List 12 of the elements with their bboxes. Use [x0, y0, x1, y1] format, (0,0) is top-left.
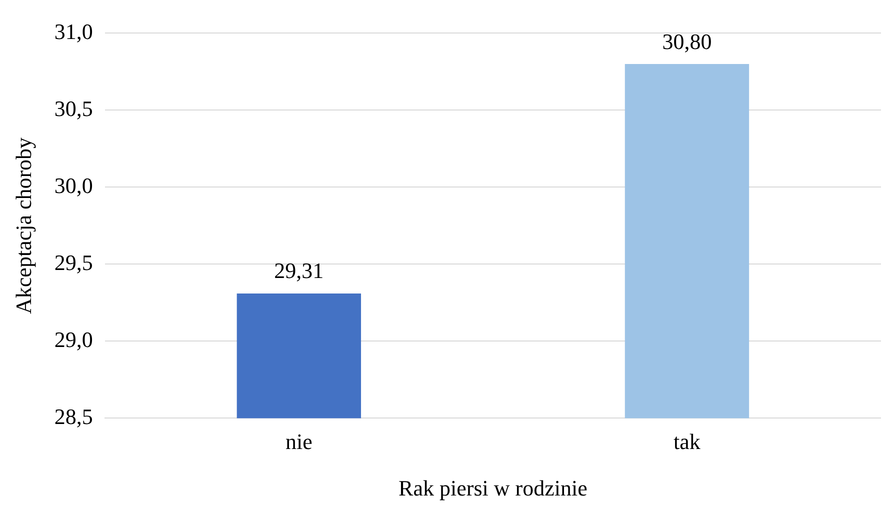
x-tick-label: tak [674, 429, 700, 454]
y-tick-label: 29,5 [54, 250, 93, 275]
y-axis-title: Akceptacja choroby [10, 137, 36, 314]
y-tick-label: 30,5 [54, 96, 93, 121]
y-tick-label: 30,0 [54, 172, 93, 198]
y-tick-label: 28,5 [54, 404, 93, 429]
data-label: 29,31 [274, 258, 324, 284]
x-tick-label: nie [285, 429, 312, 454]
data-label: 30,80 [662, 28, 712, 54]
y-tick-label: 29,0 [54, 326, 93, 352]
x-axis-title: Rak piersi w rodzinie [398, 476, 588, 501]
y-tick-label: 31,0 [54, 18, 93, 44]
